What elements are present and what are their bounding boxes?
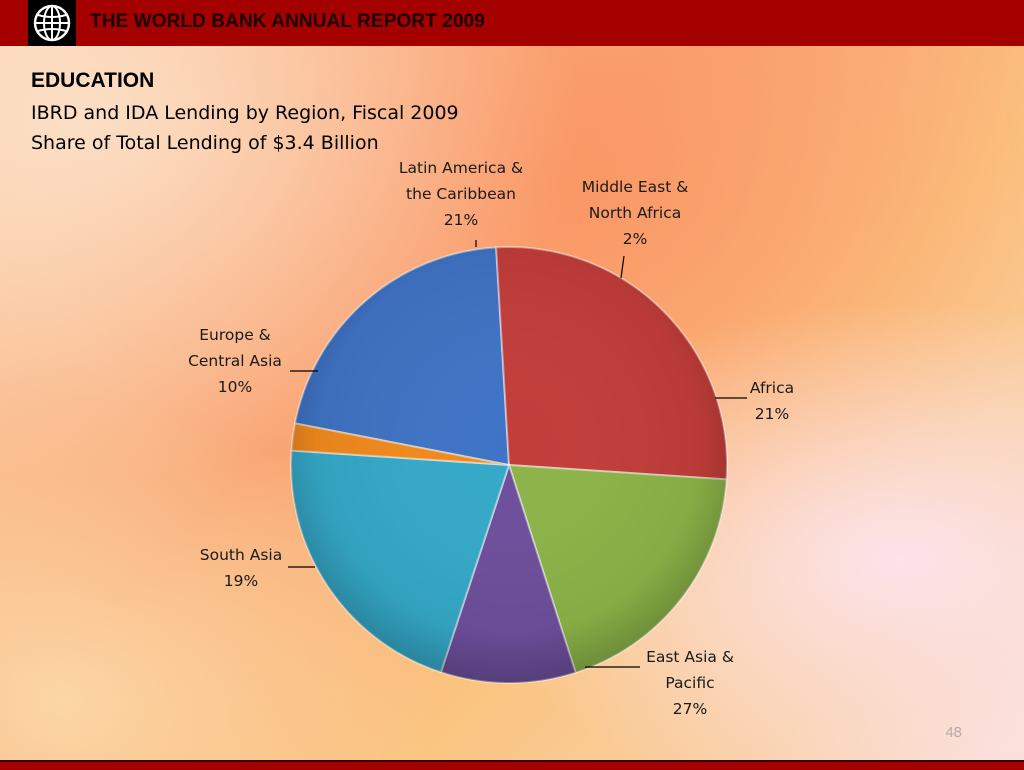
header-bar [0,0,1024,46]
slice-label-south-asia: South Asia 19% [200,546,282,590]
slide-heading: EDUCATION [31,69,155,92]
pie-slice-east-asia-pacific [495,246,728,481]
chart-subtitle: Share of Total Lending of $3.4 Billion [31,132,379,154]
slice-label-east-asia-pacific: East Asia & Pacific 27% [646,648,734,718]
report-title: THE WORLD BANK ANNUAL REPORT 2009 [90,11,485,32]
slice-label-latin-america-caribbean: Latin America & the Caribbean 21% [399,159,523,229]
page-number: 48 [945,724,962,741]
slice-label-africa: Africa 21% [750,379,794,423]
footer-bar [0,760,1024,770]
slice-label-middle-east-north-africa: Middle East & North Africa 2% [582,178,689,248]
chart-title: IBRD and IDA Lending by Region, Fiscal 2… [31,102,459,124]
world-bank-logo [28,0,76,46]
world-bank-globe-icon [33,4,71,42]
leader-line-middle-east-north-africa [620,255,625,279]
slice-label-europe-central-asia: Europe & Central Asia 10% [188,326,282,396]
